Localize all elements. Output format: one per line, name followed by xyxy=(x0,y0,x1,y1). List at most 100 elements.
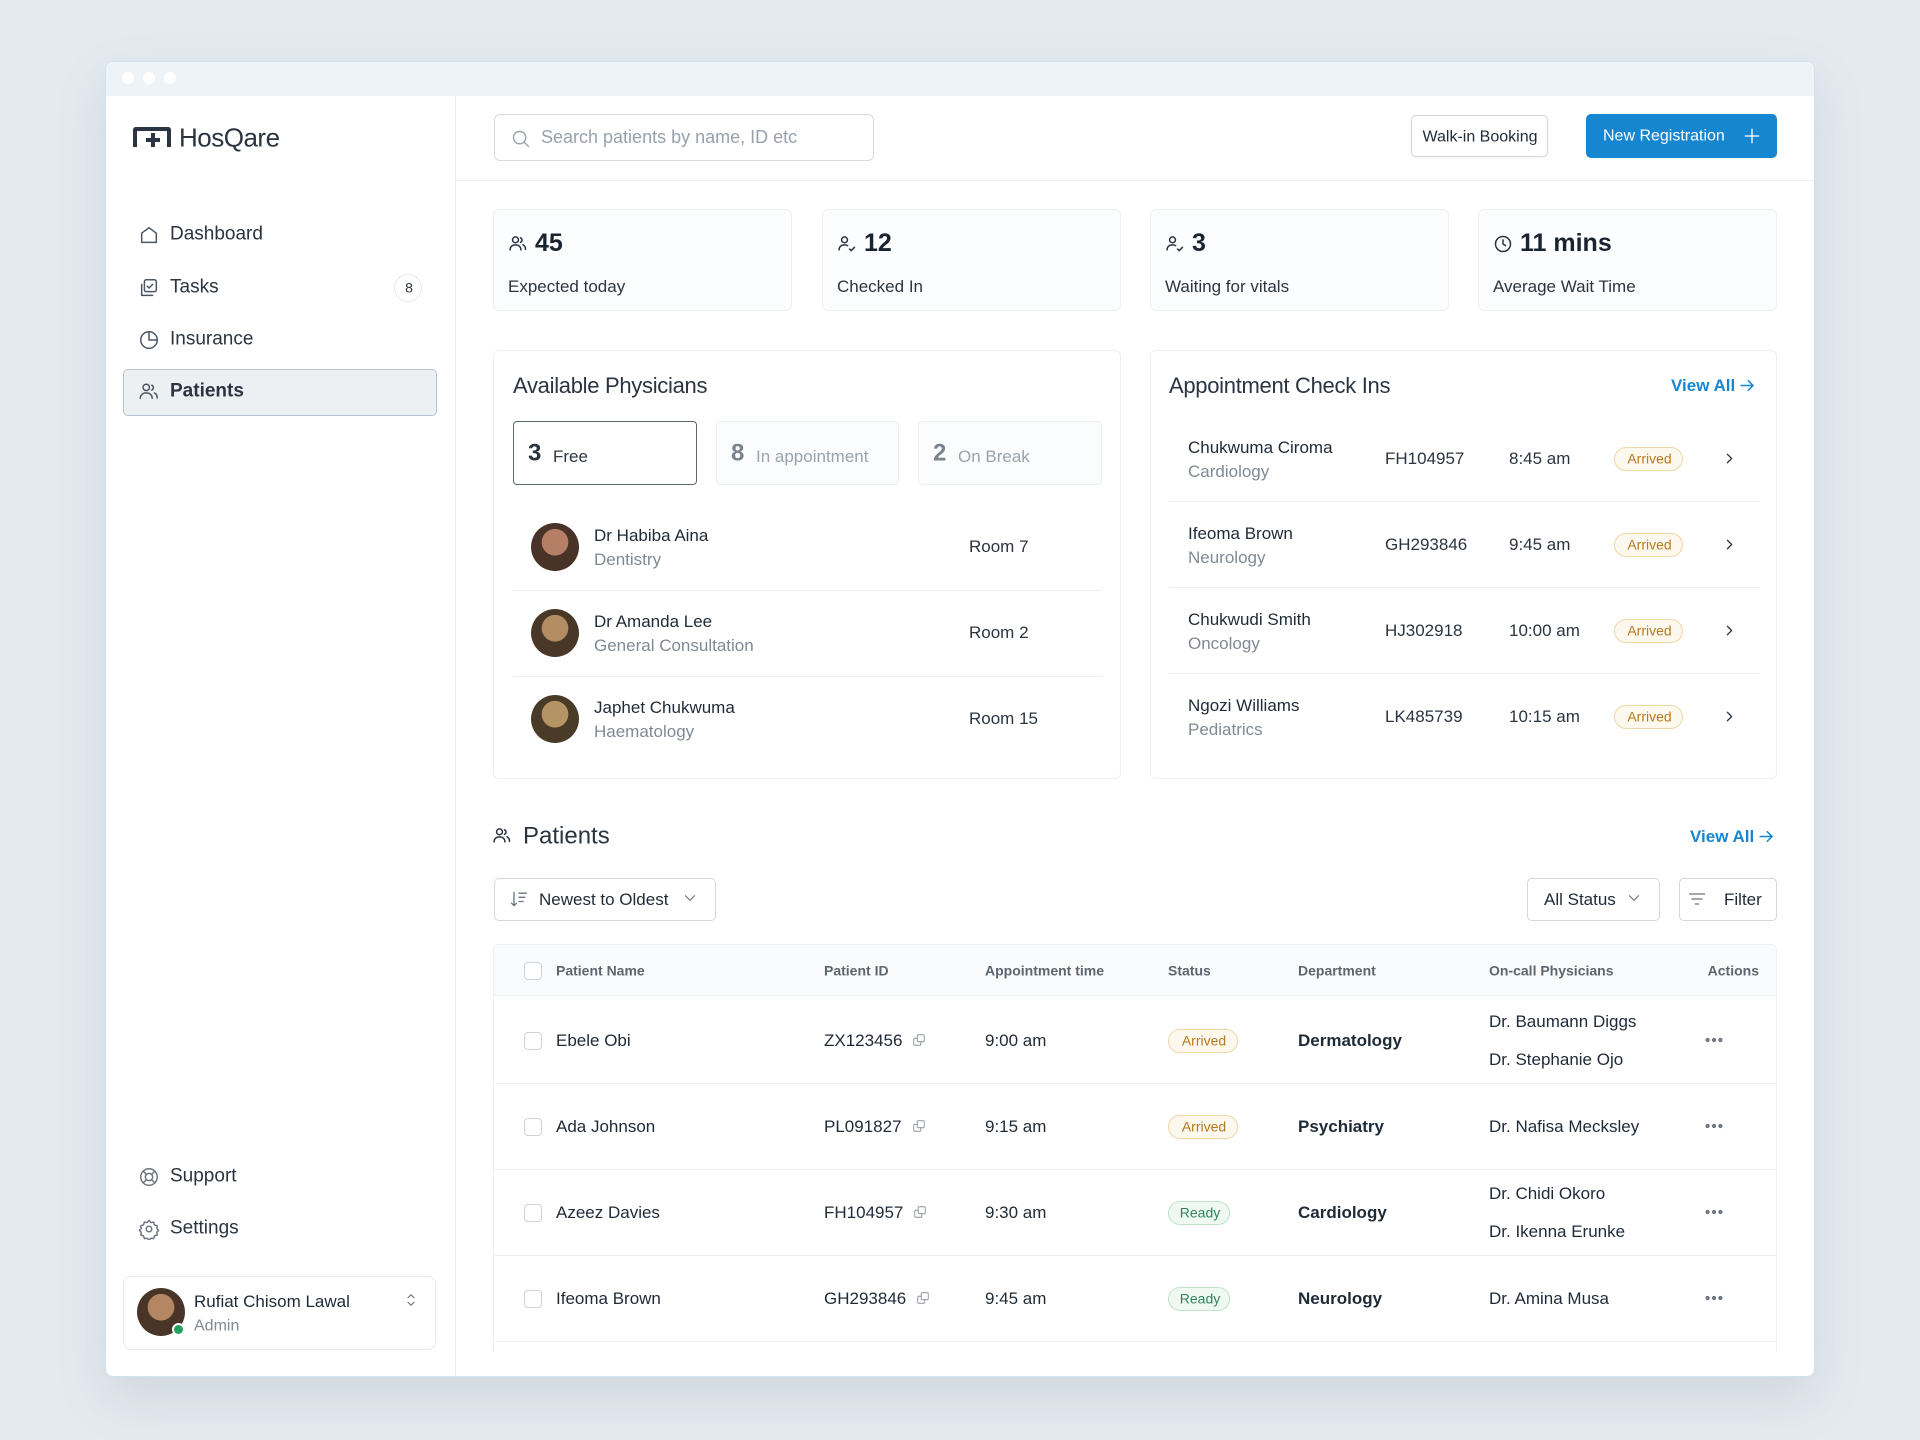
chevD-icon xyxy=(1628,895,1640,901)
chevR-icon xyxy=(1726,539,1732,549)
icon-shape xyxy=(511,236,520,244)
userCheck-icon xyxy=(1166,236,1184,252)
icon-shape xyxy=(146,283,154,289)
icon-shape xyxy=(1168,236,1177,244)
stat-card xyxy=(1478,209,1777,311)
row-checkbox[interactable] xyxy=(524,1204,542,1222)
patient-name: Azeez Davies xyxy=(556,1202,660,1222)
userCheck-icon xyxy=(838,236,856,252)
icon-shape xyxy=(1739,379,1754,391)
title-bar xyxy=(106,62,1814,96)
icon-shape xyxy=(917,1206,926,1215)
icon-shape xyxy=(145,1225,153,1233)
icon-shape xyxy=(1705,1123,1710,1129)
patient-row[interactable]: Ebele Obi ZX123456 9:00 am Arrived Dermatolo… xyxy=(494,998,1776,1084)
icon-shape xyxy=(495,828,504,836)
status-text: Arrived xyxy=(1181,1118,1227,1135)
physician-specialty: Haematology xyxy=(594,721,695,741)
physician-tab[interactable]: 2 On Break xyxy=(918,421,1102,485)
status-filter-label: All Status xyxy=(1544,889,1616,909)
patient-name: Ada Johnson xyxy=(556,1116,656,1136)
checkin-id: HJ302918 xyxy=(1385,620,1463,640)
stat-value: 12 xyxy=(864,229,892,257)
column-header: Appointment time xyxy=(985,962,1104,979)
nav-active[interactable] xyxy=(123,369,437,416)
copy-icon xyxy=(913,1034,925,1046)
icon-shape xyxy=(519,237,527,251)
avatar xyxy=(531,695,579,743)
status-text: Ready xyxy=(1179,1204,1221,1221)
avatar xyxy=(531,523,579,571)
walk-in-button[interactable]: Walk-in Booking xyxy=(1411,115,1548,157)
window-dot xyxy=(164,72,176,84)
checkin-time: 9:45 am xyxy=(1509,534,1571,554)
filter-label: Filter xyxy=(1724,889,1762,909)
icon-shape xyxy=(1726,711,1732,721)
checkin-name: Chukwuma Ciroma xyxy=(1188,437,1333,457)
patient-row[interactable]: Ifeoma Brown GH293846 9:45 am Ready Neurolog… xyxy=(494,1256,1776,1342)
search-box[interactable] xyxy=(494,114,874,161)
header-divider xyxy=(456,180,1814,181)
button-label: Walk-in Booking xyxy=(1422,128,1538,146)
icon-shape xyxy=(139,392,153,400)
icon-shape xyxy=(1758,830,1773,842)
dots-icon[interactable] xyxy=(1703,1115,1725,1137)
user-card[interactable] xyxy=(123,1276,436,1350)
icon-shape xyxy=(914,1209,923,1218)
sort-dropdown[interactable] xyxy=(494,878,716,921)
search-icon xyxy=(512,130,529,147)
patient-row[interactable]: Ada Johnson PL091827 9:15 am Arrived Psychia… xyxy=(494,1084,1776,1170)
icon-shape xyxy=(1494,235,1512,253)
avatar xyxy=(531,609,579,657)
icon-shape xyxy=(144,1172,154,1182)
physician-name: Dr Amanda Lee xyxy=(594,611,713,631)
physician-tab[interactable]: 8 In appointment xyxy=(716,421,899,485)
copy-icon xyxy=(913,1120,925,1132)
filter-icon xyxy=(1688,893,1706,905)
row-checkbox[interactable] xyxy=(524,962,542,980)
user-role: Admin xyxy=(194,1317,240,1335)
user-icon xyxy=(509,236,527,251)
dots-icon[interactable] xyxy=(1703,1201,1725,1223)
icon-shape xyxy=(916,1120,925,1129)
patient-row[interactable]: Azeez Davies FH104957 9:30 am Ready Cardiolo… xyxy=(494,1170,1776,1256)
clock-icon xyxy=(1494,235,1512,253)
pie-icon xyxy=(140,331,158,349)
filter-button[interactable] xyxy=(1679,878,1777,921)
status-text: Arrived xyxy=(1627,708,1672,725)
icon-shape xyxy=(1711,1295,1717,1301)
dots-icon[interactable] xyxy=(1703,1029,1725,1051)
checkin-name: Chukwudi Smith xyxy=(1188,609,1311,629)
checkin-department: Oncology xyxy=(1188,633,1260,653)
badge-count: 8 xyxy=(405,279,413,296)
stat-value: 11 mins xyxy=(1520,229,1612,257)
icon-shape xyxy=(1711,1209,1717,1215)
department: Psychiatry xyxy=(1298,1116,1384,1136)
icon-shape xyxy=(920,1292,929,1301)
row-checkbox[interactable] xyxy=(524,1118,542,1136)
column-header: Patient ID xyxy=(824,962,889,979)
button-label: New Registration xyxy=(1603,127,1725,145)
icon-shape xyxy=(1718,1123,1723,1129)
patient-id: GH293846 xyxy=(824,1288,907,1308)
row-checkbox[interactable] xyxy=(524,1032,542,1050)
window-dot xyxy=(143,72,155,84)
icon-shape xyxy=(913,1123,922,1132)
status-badge: Arrived xyxy=(1614,619,1683,643)
icon-shape xyxy=(1711,1123,1717,1129)
search-placeholder: Search patients by name, ID etc xyxy=(541,127,798,148)
stat-label: Checked In xyxy=(837,276,923,296)
chevR-icon xyxy=(1726,625,1732,635)
status-badge: Ready xyxy=(1168,1287,1230,1311)
patient-name: Ebele Obi xyxy=(556,1030,631,1050)
dots-icon[interactable] xyxy=(1703,1287,1725,1309)
status-dropdown[interactable] xyxy=(1527,878,1660,921)
life-icon xyxy=(140,1168,158,1186)
row-checkbox[interactable] xyxy=(524,1290,542,1308)
physician-tab[interactable]: 3 Free xyxy=(513,421,697,485)
checkin-time: 10:00 am xyxy=(1509,620,1580,640)
icon-shape xyxy=(522,140,529,147)
column-header: Actions xyxy=(1707,962,1759,979)
nav-badge: 8 xyxy=(394,274,422,302)
checkin-department: Cardiology xyxy=(1188,461,1270,481)
